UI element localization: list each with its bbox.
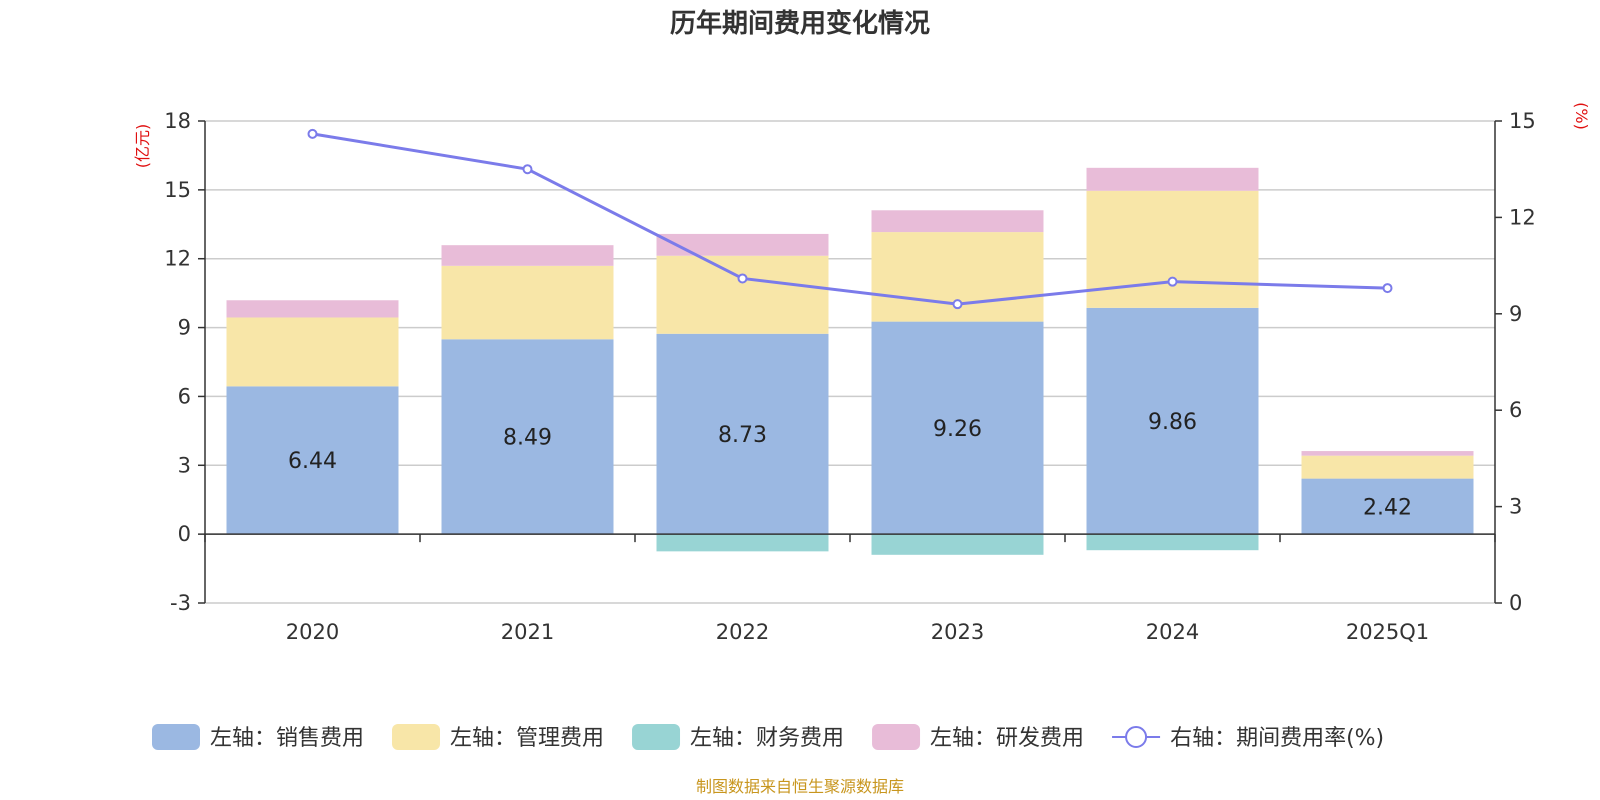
bar-财务费用-2023: [871, 534, 1044, 555]
ratio-point-2021: [522, 164, 533, 175]
chart-title: 历年期间费用变化情况: [670, 8, 930, 39]
x-tick-label: 2022: [716, 620, 769, 644]
left-tick-label: 0: [178, 522, 191, 546]
right-axis-unit: (%): [1572, 102, 1591, 130]
right-tick-label: 3: [1509, 495, 1522, 519]
bar-销售费用-2020: [226, 386, 399, 535]
legend-label-销售费用: 左轴：销售费用: [210, 726, 364, 751]
legend-swatch-销售费用: [152, 724, 200, 750]
bar-管理费用-2021: [441, 265, 614, 340]
bar-研发费用-2022: [656, 233, 829, 256]
bar-销售费用-2022: [656, 333, 829, 535]
bar-管理费用-2025Q1: [1301, 455, 1474, 479]
right-tick-label: 12: [1509, 205, 1536, 229]
bar-管理费用-2020: [226, 317, 399, 387]
source-note: 制图数据来自恒生聚源数据库: [696, 777, 904, 796]
legend-swatch-财务费用: [632, 724, 681, 750]
right-tick-label: 15: [1509, 109, 1536, 133]
legend-label-期间费用率: 右轴：期间费用率(%): [1170, 726, 1384, 751]
legend-label-财务费用: 左轴：财务费用: [690, 726, 844, 751]
bar-财务费用-2022: [656, 534, 829, 552]
legend-swatch-管理费用: [392, 724, 441, 750]
ratio-point-2020: [307, 128, 318, 139]
legend-label-研发费用: 左轴：研发费用: [930, 726, 1084, 751]
bar-销售费用-2023: [871, 321, 1044, 535]
left-tick-label: 18: [164, 109, 191, 133]
bar-研发费用-2024: [1086, 167, 1259, 191]
data-label-2023: 9.26: [933, 417, 982, 442]
right-tick-label: 0: [1509, 591, 1522, 615]
left-tick-label: 6: [178, 384, 191, 408]
bar-财务费用-2024: [1086, 534, 1259, 551]
bar-series: [226, 167, 1474, 555]
bar-销售费用-2025Q1: [1301, 478, 1474, 535]
bar-管理费用-2022: [656, 255, 829, 334]
left-axis-unit: (亿元): [133, 124, 152, 169]
right-tick-label: 9: [1509, 302, 1522, 326]
right-tick-label: 6: [1509, 398, 1522, 422]
bar-销售费用-2021: [441, 339, 614, 535]
ratio-line-series: [307, 128, 1393, 310]
legend-marker-期间费用率: [1125, 726, 1148, 748]
ratio-line: [312, 132, 1388, 306]
data-label-2021: 8.49: [503, 426, 552, 451]
ratio-point-2024: [1167, 276, 1178, 287]
data-label-2020: 6.44: [288, 449, 337, 474]
bar-研发费用-2023: [871, 210, 1044, 233]
legend-swatch-研发费用: [872, 724, 921, 750]
data-label-2024: 9.86: [1148, 410, 1197, 435]
legend: 左轴：销售费用 左轴：管理费用 左轴：财务费用 左轴：研发费用 右轴：期间费用率(%): [152, 724, 1384, 751]
legend-label-管理费用: 左轴：管理费用: [450, 726, 604, 751]
left-tick-label: -3: [170, 591, 191, 615]
x-tick-label: 2020: [286, 620, 339, 644]
left-tick-label: 9: [178, 316, 191, 340]
left-tick-label: 12: [164, 247, 191, 271]
data-label-2025Q1: 2.42: [1363, 495, 1412, 520]
x-tick-label: 2024: [1146, 620, 1199, 644]
ratio-point-2022: [737, 273, 748, 284]
bar-销售费用-2024: [1086, 307, 1259, 535]
bar-管理费用-2024: [1086, 190, 1259, 308]
axes: -3 0 3 6 9 12 15 18 0 3 6 9 12 15 2020 2021 2022 2023 2024…: [164, 109, 1535, 644]
x-tick-label: 2023: [931, 620, 984, 644]
left-tick-label: 3: [178, 453, 191, 477]
left-tick-label: 15: [164, 178, 191, 202]
bar-研发费用-2020: [226, 300, 399, 318]
ratio-point-2023: [952, 299, 963, 310]
bar-研发费用-2025Q1: [1301, 451, 1474, 456]
x-tick-label: 2025Q1: [1346, 620, 1429, 644]
data-labels: 6.44 8.49 8.73 9.26 9.86 2.42: [288, 410, 1412, 520]
bar-研发费用-2021: [441, 245, 614, 266]
ratio-point-2025Q1: [1382, 283, 1393, 294]
x-tick-label: 2021: [501, 620, 554, 644]
data-label-2022: 8.73: [718, 423, 767, 448]
